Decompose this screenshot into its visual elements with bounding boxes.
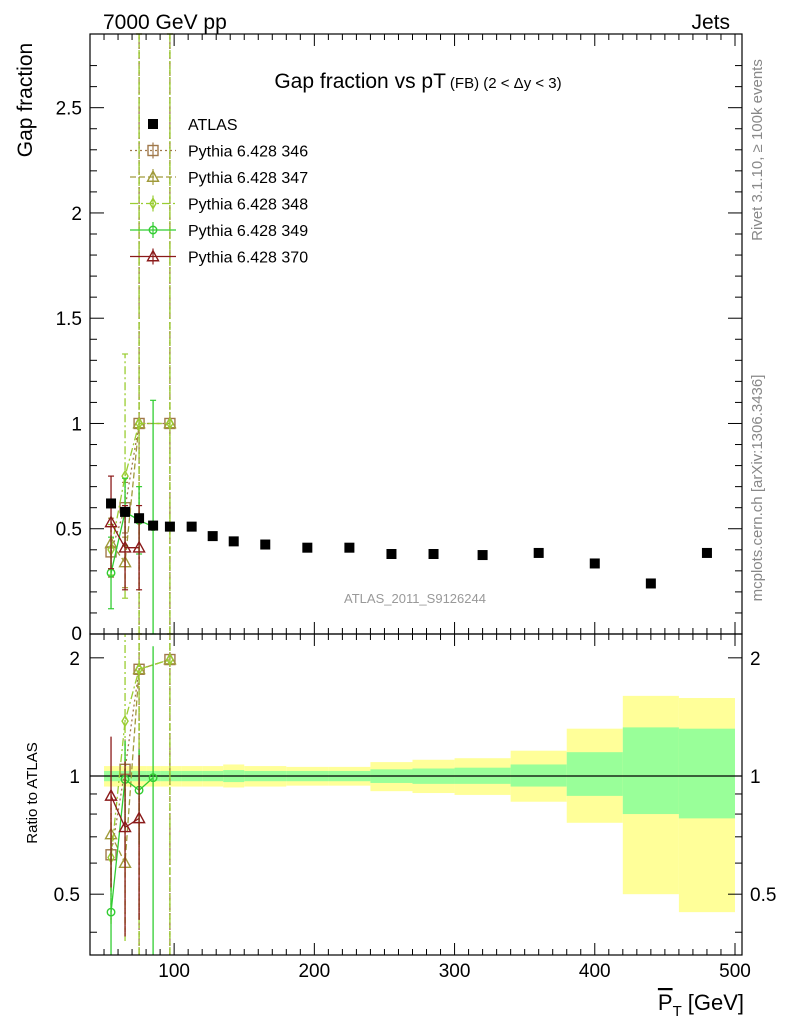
- x-tick-label: 200: [298, 961, 330, 982]
- legend-347-label: Pythia 6.428 347: [188, 170, 308, 187]
- series-348-point: [166, 417, 174, 430]
- series-349-ratio-point: [106, 907, 116, 917]
- series-349-line: [110, 510, 154, 574]
- main-plot-area: 0.5 1 1.5 2 2.5 0: [56, 33, 743, 645]
- series-370-ratio-point: [104, 788, 118, 801]
- atlas-data-point: [106, 498, 117, 509]
- atlas-data-point: [260, 539, 271, 550]
- series-348-ratio-point: [166, 653, 174, 666]
- series-348-ratio-point: [135, 662, 143, 676]
- analysis-watermark: ATLAS_2011_S9126244: [344, 591, 486, 606]
- rivet-label: Rivet 3.1.10, ≥ 100k events: [749, 59, 766, 241]
- legend-346-label: Pythia 6.428 346: [188, 144, 308, 161]
- header-right-label: Jets: [691, 11, 730, 34]
- x-axis-title-main: P: [658, 990, 673, 1015]
- atlas-data-point: [477, 550, 488, 561]
- y-tick-label-zero: 0: [71, 624, 82, 645]
- y-axis-title: Gap fraction: [14, 43, 37, 157]
- series-348-line: [110, 422, 170, 550]
- legend-370-label: Pythia 6.428 370: [188, 250, 308, 267]
- series-347-ratio-line: [110, 658, 171, 866]
- series-370-ratio-point: [118, 820, 132, 833]
- ratio-y-tick-label-right: 2: [750, 649, 761, 670]
- x-axis-title: PT [GeV]: [658, 990, 744, 1020]
- ratio-band-inner: [678, 728, 735, 819]
- atlas-data-point: [207, 531, 218, 542]
- x-tick-label: 500: [719, 961, 751, 982]
- legend: ATLAS Pythia 6.428 346 Pythia 6.428 347 Pyt…: [130, 117, 308, 267]
- ratio-band-inner: [622, 727, 679, 815]
- legend-349-label: Pythia 6.428 349: [188, 223, 308, 240]
- ratio-y-tick-label: 2: [69, 649, 80, 670]
- atlas-data-point: [386, 549, 397, 559]
- series-348-point: [135, 417, 143, 430]
- legend-atlas-marker: [148, 119, 158, 129]
- legend-349-marker: [148, 225, 158, 235]
- x-axis-title-sub: T: [673, 1003, 682, 1020]
- atlas-data-point: [589, 558, 600, 569]
- legend-347-marker: [146, 169, 160, 182]
- y-tick-label: 1: [71, 414, 82, 435]
- chart-title: Gap fraction vs pT (FB) (2 < Δy < 3): [274, 70, 561, 93]
- ratio-y-tick-label: 0.5: [54, 885, 80, 906]
- series-370-point: [104, 515, 118, 528]
- legend-346-marker: [147, 144, 159, 157]
- atlas-data-point: [344, 542, 355, 553]
- atlas-data-point: [148, 520, 159, 531]
- atlas-data-point: [428, 549, 439, 559]
- series-348-ratio-point: [121, 714, 129, 728]
- series-349-ratio-point: [148, 773, 158, 783]
- chart-title-main: Gap fraction vs pT: [274, 70, 446, 93]
- ratio-y-tick-label-right: 0.5: [750, 885, 776, 906]
- y-tick-label: 1.5: [56, 309, 82, 330]
- series-347-line: [110, 422, 170, 565]
- header-left-label: 7000 GeV pp: [103, 11, 227, 34]
- atlas-data-point: [302, 542, 313, 553]
- legend-370-marker: [146, 249, 160, 262]
- mcplots-label: mcplots.cern.ch [arXiv:1306.3436]: [749, 375, 766, 602]
- y-tick-label: 0.5: [56, 520, 82, 541]
- atlas-data-point: [120, 506, 131, 517]
- series-348-ratio-line: [110, 658, 171, 858]
- atlas-data-point: [186, 521, 197, 532]
- atlas-data-point: [134, 513, 145, 524]
- atlas-data-point: [228, 536, 239, 547]
- x-tick-label: 100: [158, 961, 190, 982]
- y-tick-label: 2: [71, 204, 82, 225]
- series-370-ratio-point: [132, 811, 146, 824]
- x-tick-label: 400: [579, 961, 611, 982]
- ratio-frame: [89, 633, 743, 956]
- atlas-data-point: [701, 547, 712, 558]
- ratio-y-axis-title: Ratio to ATLAS: [24, 742, 41, 843]
- ratio-plot-area: 100 200 300 400 500 0.5 0.5 1 1 2 2: [54, 34, 776, 982]
- atlas-data-point: [533, 547, 544, 558]
- legend-348-label: Pythia 6.428 348: [188, 197, 308, 214]
- atlas-data-point: [164, 521, 175, 532]
- ratio-y-tick-label-right: 1: [750, 767, 761, 788]
- x-axis-title-unit: [GeV]: [688, 990, 744, 1015]
- series-370-point: [118, 540, 132, 553]
- legend-atlas-label: ATLAS: [188, 117, 238, 134]
- x-tick-label: 300: [439, 961, 471, 982]
- y-tick-label: 2.5: [56, 99, 82, 120]
- ratio-y-tick-label: 1: [69, 767, 80, 788]
- chart-title-sub: (FB) (2 < Δy < 3): [450, 75, 562, 92]
- atlas-data-point: [645, 578, 656, 589]
- series-349-ratio-line: [110, 777, 154, 913]
- series-370-point: [132, 540, 146, 553]
- legend-348-marker: [149, 197, 157, 210]
- ratio-band-inner: [566, 752, 623, 796]
